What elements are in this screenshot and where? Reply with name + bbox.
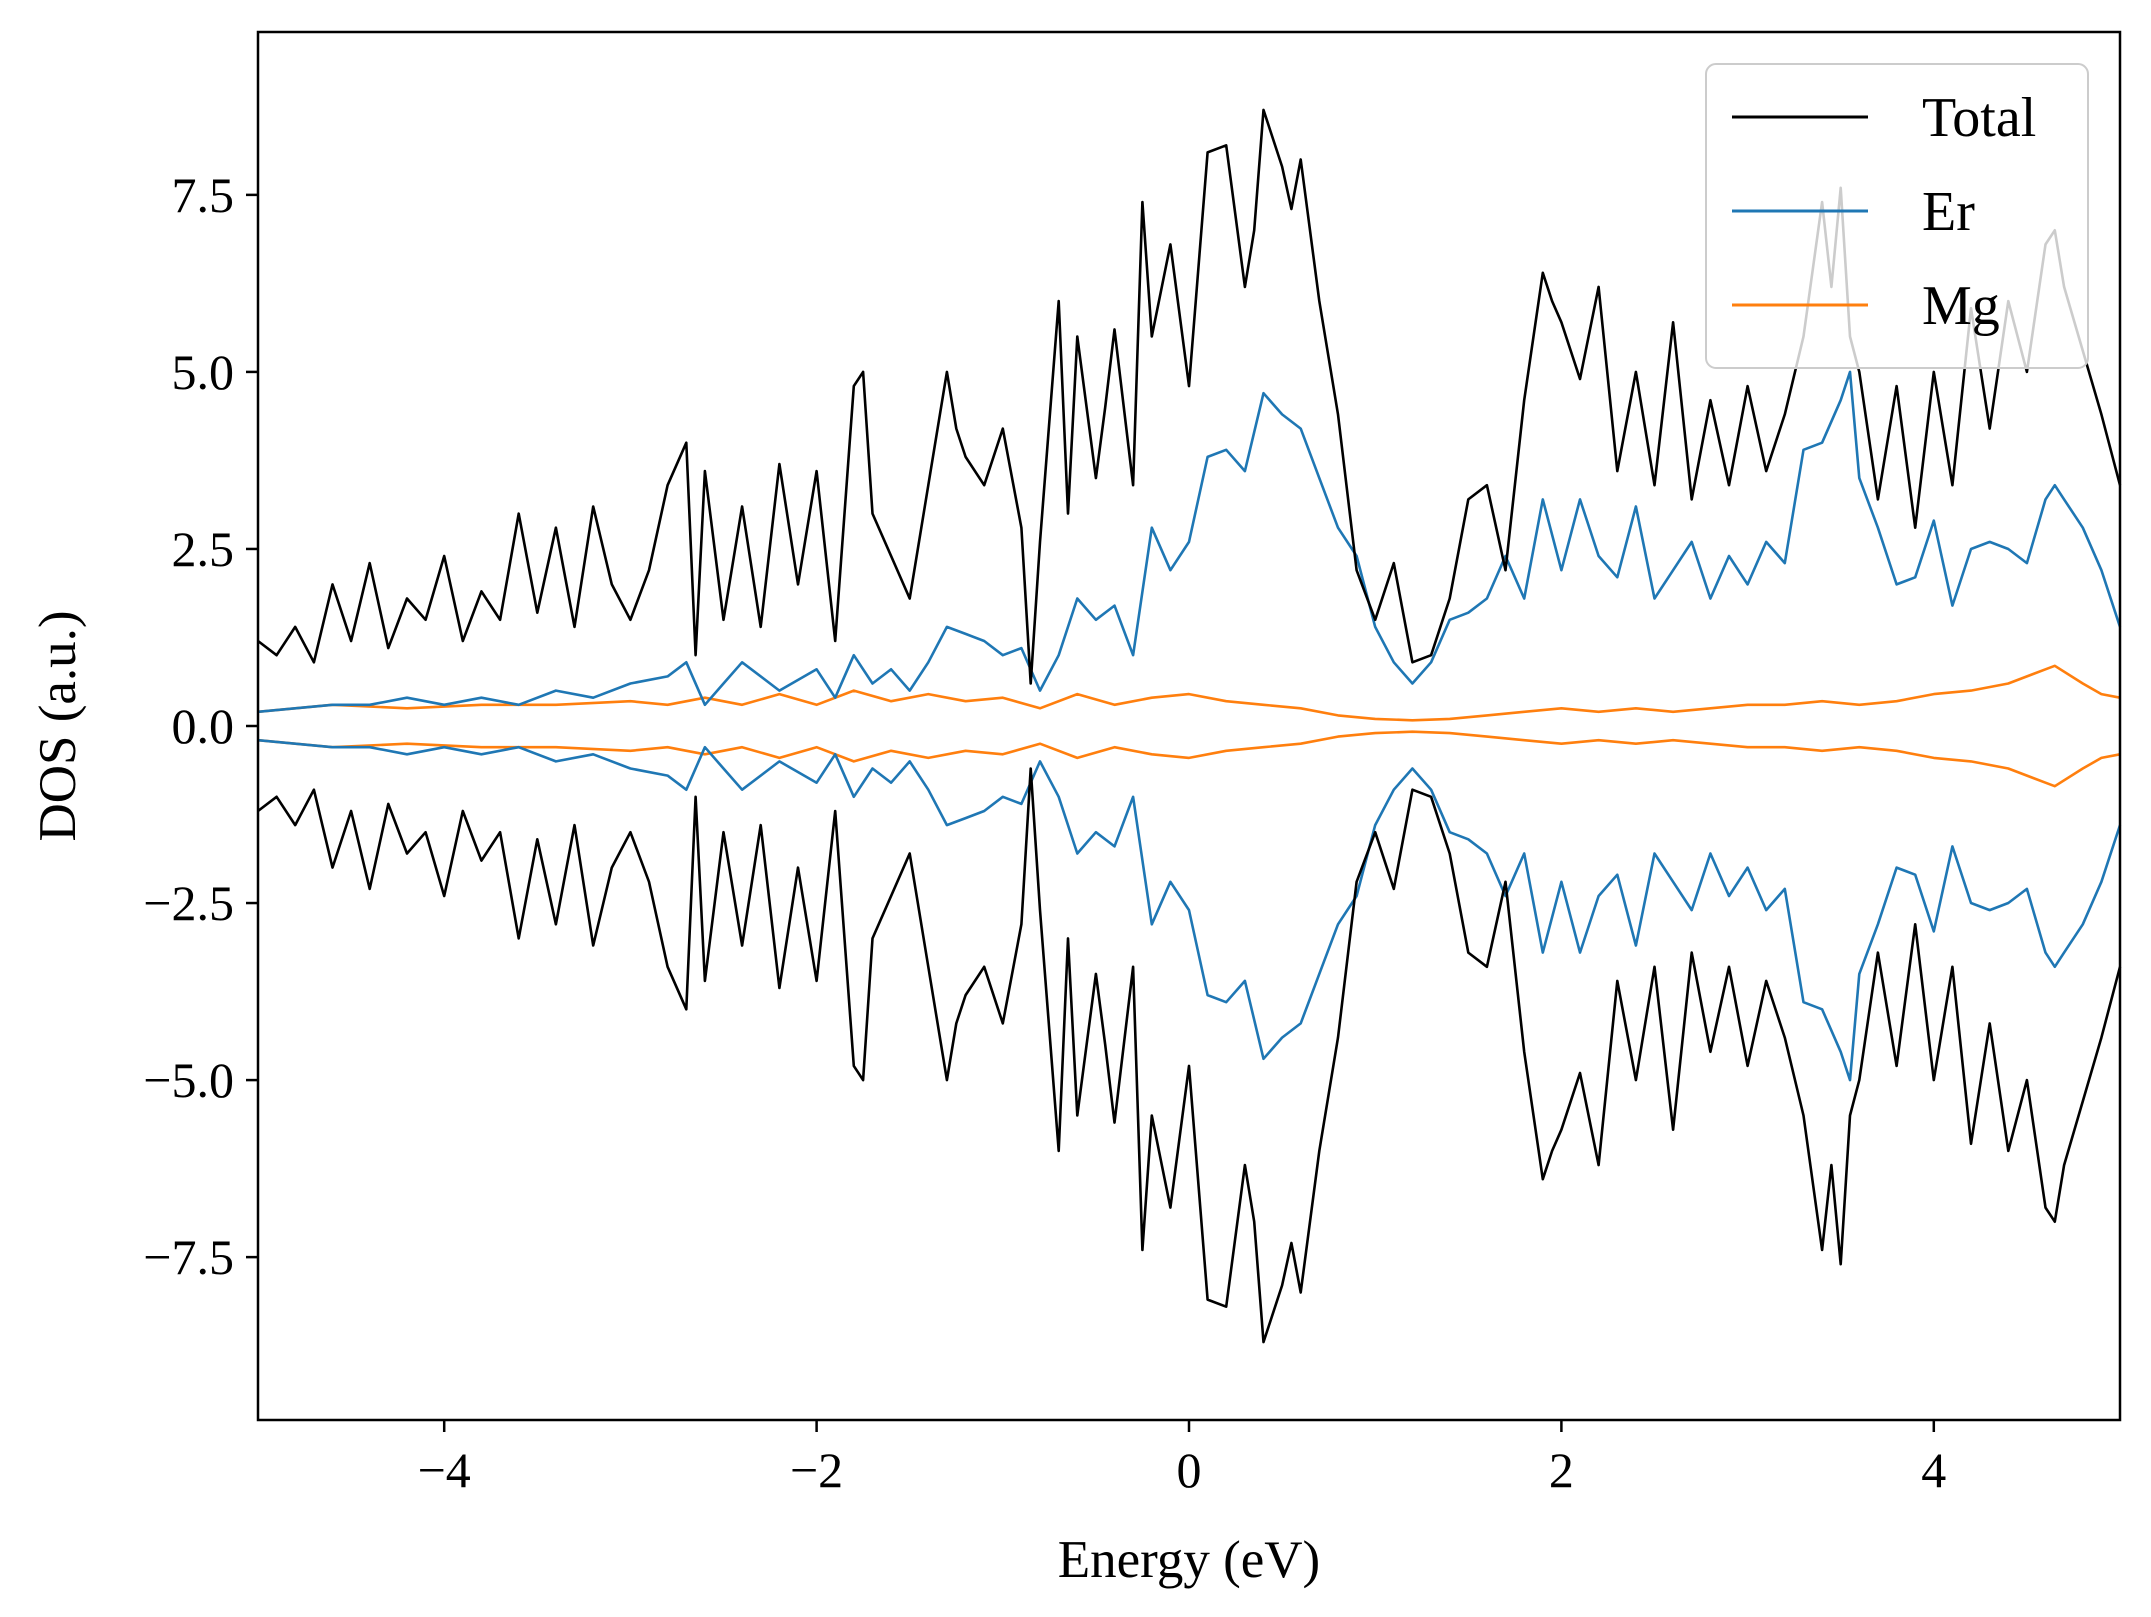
- series-mg-spin-down: [257, 730, 2121, 788]
- series-mg-spin-up: [257, 664, 2121, 722]
- y-tick-label: 2.5: [172, 521, 235, 577]
- series-lines: [257, 108, 2122, 1344]
- y-tick-label: 7.5: [172, 167, 235, 223]
- legend-label-mg: Mg: [1922, 275, 2000, 337]
- x-axis-label: Energy (eV): [1058, 1531, 1320, 1589]
- y-tick-label: −7.5: [143, 1229, 234, 1285]
- series-er-spin-up: [257, 370, 2122, 714]
- x-tick-label: −2: [790, 1442, 843, 1498]
- legend: Total Er Mg: [1705, 63, 2089, 369]
- x-tick-label: 0: [1177, 1442, 1202, 1498]
- y-tick-label: −2.5: [143, 875, 234, 931]
- y-tick-label: −5.0: [143, 1052, 234, 1108]
- x-tick-label: −4: [418, 1442, 471, 1498]
- y-axis-label: DOS (a.u.): [29, 610, 87, 841]
- x-axis-ticks: −4 −2 0 2 4: [418, 1420, 1946, 1498]
- legend-label-er: Er: [1922, 181, 1975, 243]
- series-er-spin-down: [257, 738, 2122, 1082]
- x-tick-label: 4: [1921, 1442, 1946, 1498]
- y-axis-ticks: −7.5 −5.0 −2.5 0.0 2.5 5.0 7.5: [143, 167, 258, 1285]
- legend-label-total: Total: [1922, 87, 2036, 149]
- x-tick-label: 2: [1549, 1442, 1574, 1498]
- y-tick-label: 0.0: [172, 698, 235, 754]
- legend-box: [1705, 63, 2089, 369]
- series-total-spin-down: [257, 767, 2122, 1344]
- y-tick-label: 5.0: [172, 344, 235, 400]
